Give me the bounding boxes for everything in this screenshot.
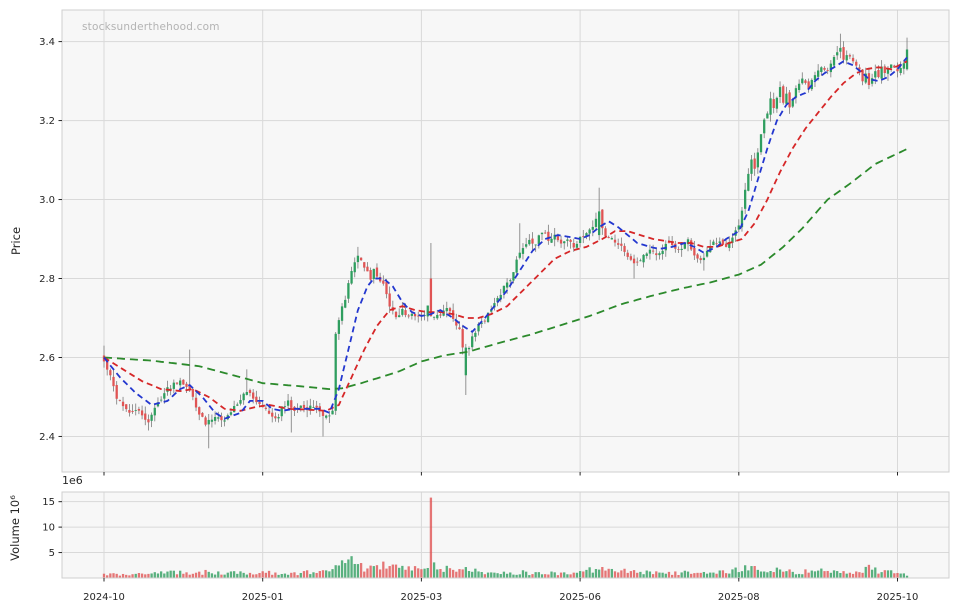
svg-text:2025-06: 2025-06 xyxy=(559,592,601,603)
svg-text:3.2: 3.2 xyxy=(39,116,55,127)
svg-text:2025-10: 2025-10 xyxy=(877,592,919,603)
ma-fast-blue-line xyxy=(103,56,908,420)
candle-bodies xyxy=(102,47,909,425)
watermark: stocksunderthehood.com xyxy=(82,21,220,33)
svg-text:15: 15 xyxy=(42,497,55,508)
svg-text:2025-01: 2025-01 xyxy=(242,592,284,603)
volume-y-tick-labels: 5 10 15 xyxy=(42,497,55,559)
svg-text:5: 5 xyxy=(49,548,55,559)
svg-text:2.6: 2.6 xyxy=(39,353,55,364)
svg-text:2025-08: 2025-08 xyxy=(718,592,760,603)
volume-offset-label: 1e6 xyxy=(62,474,83,487)
svg-text:2.4: 2.4 xyxy=(39,432,55,443)
panel-frames xyxy=(61,9,950,579)
volume-bars xyxy=(102,497,909,578)
gridlines xyxy=(62,10,949,578)
price-y-tick-labels: 2.4 2.6 2.8 3.0 3.2 3.4 xyxy=(39,37,55,443)
price-axis-label: Price xyxy=(9,226,23,256)
x-axis-tick-labels: 2024-10 2025-01 2025-03 2025-06 2025-08 2025-… xyxy=(83,592,918,603)
tick-marks xyxy=(58,41,898,582)
svg-text:2024-10: 2024-10 xyxy=(83,592,125,603)
ma-long-green-line xyxy=(103,148,908,391)
panel-backgrounds xyxy=(62,10,949,578)
svg-text:2025-03: 2025-03 xyxy=(401,592,443,603)
svg-text:3.0: 3.0 xyxy=(39,195,55,206)
svg-text:2.8: 2.8 xyxy=(39,274,55,285)
svg-text:10: 10 xyxy=(42,523,55,534)
svg-text:3.4: 3.4 xyxy=(39,37,55,48)
volume-axis-label: Volume 10⁶ xyxy=(8,495,22,561)
